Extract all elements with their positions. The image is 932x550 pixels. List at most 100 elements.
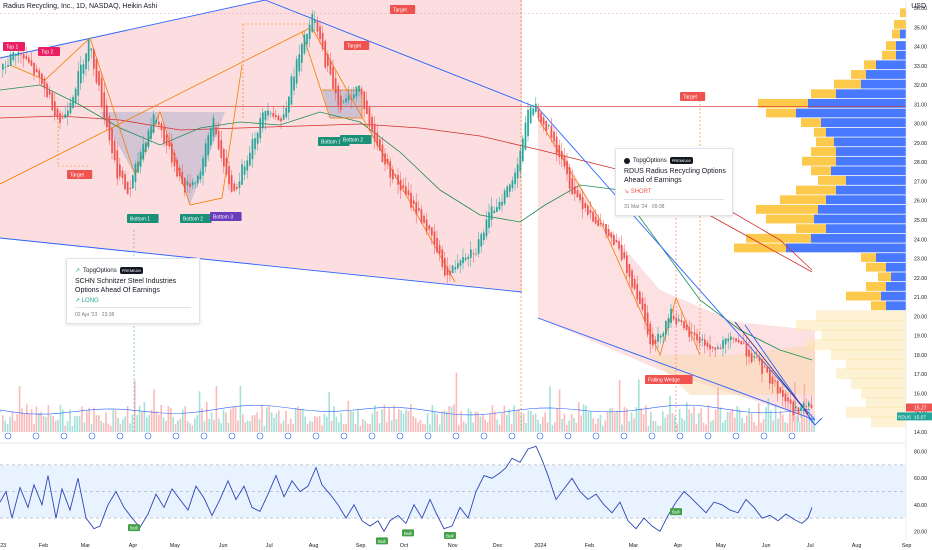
volume-bar [722,422,724,432]
volume-bar [654,421,657,432]
candle [353,94,355,99]
idea-card-schn[interactable]: ↗ TopgOptions PREMIUM SCHN Schnitzer Steel… [66,258,200,324]
candle [142,144,145,160]
volume-profile-bar-down [821,118,906,128]
volume-bar [446,411,448,432]
label-target-1: Target [70,173,85,179]
candle [615,240,618,243]
volume-bar [640,408,642,432]
ticker-badge [897,412,932,421]
candle [61,117,64,119]
idea-card-rdus[interactable]: TopgOptions PREMIUM RDUS Radius Recycling… [615,148,733,216]
volume-bar [244,422,246,432]
candle [732,338,735,340]
candle [696,333,698,341]
volume-profile-bar-up [834,79,861,89]
candle [262,112,264,129]
candle [95,59,98,83]
candle [704,339,706,346]
volume-bar [105,412,107,432]
candle [249,152,251,166]
candle [51,92,54,111]
candle [685,324,688,330]
candle [116,150,119,179]
volume-profile-bar-up [814,127,826,137]
volume-profile-bar-down [886,301,906,311]
candle [332,67,334,89]
time-tick: Sep [356,543,366,549]
volume-bar [465,423,467,432]
candle [145,142,147,152]
volume-bar [117,418,119,432]
candle [490,206,493,221]
volume-bar [143,402,146,432]
candle [340,95,342,110]
volume-bar [453,404,455,432]
volume-bar [294,408,297,432]
price-tick: 31.00 [914,102,927,108]
volume-bar [119,424,122,432]
volume-profile-bar-up [900,8,906,18]
event-marker [256,432,264,440]
volume-bar [530,410,532,432]
volume-bar [417,422,419,432]
volume-bar [251,415,254,432]
volume-bar [333,406,335,432]
volume-bar [292,423,294,432]
price-tick: 22.00 [914,276,927,282]
volume-profile-bar-down [836,147,906,156]
volume-profile-bar-up [811,89,836,99]
volume-bar [676,423,678,432]
bull-label: Bull [378,539,386,544]
volume-bar [102,422,105,432]
candle [415,202,418,215]
volume-bar [146,417,148,432]
candle [470,249,472,258]
volume-bar [426,413,429,432]
candle [683,321,685,329]
wedge-lower-line [537,317,816,421]
candle [350,97,353,100]
volume-profile-bar-down [861,79,906,89]
candle [233,183,236,191]
candle [355,86,358,97]
volume-bar [4,420,6,432]
candle [264,110,267,121]
price-tick: 29.00 [914,141,927,147]
lower-channel-line-2023 [0,237,523,293]
volume-bar [378,423,381,432]
candle [69,102,72,114]
volume-bar [431,405,434,432]
volume-profile-bar-down [836,185,906,195]
volume-bar [9,416,11,432]
candle [753,356,756,358]
volume-bar [489,412,491,432]
candle [407,190,410,196]
candle [17,51,20,56]
label-bottom-3-bg [210,212,242,221]
volume-bar [549,386,551,432]
volume-bar [134,380,136,432]
candle [381,144,384,163]
volume-profile-bar-up [766,214,814,224]
candle [610,232,613,238]
volume-bar [702,422,705,432]
volume-bar [671,413,674,432]
candle [574,186,576,194]
label-target-3-bg [344,41,370,50]
volume-bar [762,419,765,432]
volume-bar [458,424,460,432]
volume-profile-bar-up [796,224,826,234]
candle [90,48,93,51]
candle [267,110,269,116]
time-tick: Mar [81,543,90,549]
candle [275,114,277,117]
candle [397,174,399,185]
time-tick: Sep [902,543,912,549]
candle [600,223,602,225]
volume-bar [791,414,794,432]
volume-bar [395,419,398,432]
wedge-zigzag [537,117,701,357]
volume-bar [734,417,736,432]
